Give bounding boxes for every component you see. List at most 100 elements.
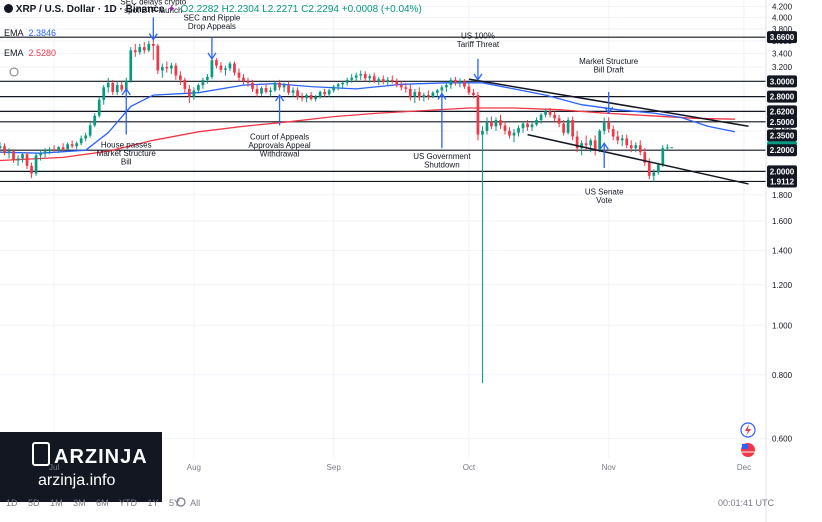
- candle-body[interactable]: [499, 120, 502, 126]
- candle-body[interactable]: [124, 80, 128, 90]
- candle-body[interactable]: [341, 82, 345, 85]
- candle-body[interactable]: [575, 136, 579, 149]
- candle-body[interactable]: [75, 143, 79, 147]
- candle-body[interactable]: [399, 85, 403, 88]
- candle-body[interactable]: [440, 87, 444, 91]
- candle-body[interactable]: [282, 85, 286, 88]
- candle-body[interactable]: [138, 47, 142, 53]
- ema-long-line[interactable]: [0, 107, 735, 162]
- candle-body[interactable]: [179, 75, 182, 80]
- candle-body[interactable]: [165, 67, 169, 69]
- candle-body[interactable]: [521, 123, 525, 129]
- candle-body[interactable]: [377, 79, 381, 82]
- candle-body[interactable]: [156, 45, 160, 71]
- candle-body[interactable]: [291, 90, 295, 93]
- candle-body[interactable]: [57, 147, 60, 151]
- candle-body[interactable]: [611, 129, 615, 137]
- candle-body[interactable]: [12, 151, 15, 161]
- candle-body[interactable]: [413, 91, 417, 97]
- candle-body[interactable]: [183, 79, 187, 89]
- candle-body[interactable]: [215, 60, 218, 66]
- candle-body[interactable]: [593, 140, 597, 151]
- candle-body[interactable]: [656, 164, 660, 173]
- candle-body[interactable]: [625, 138, 629, 146]
- candle-body[interactable]: [151, 43, 155, 46]
- candle-body[interactable]: [278, 82, 281, 88]
- level-price-label[interactable]: [767, 175, 797, 188]
- candle-body[interactable]: [336, 84, 340, 87]
- candle-body[interactable]: [219, 65, 223, 70]
- candle-body[interactable]: [327, 90, 331, 95]
- candle-body[interactable]: [472, 92, 475, 96]
- timeframe-6m[interactable]: 6M: [96, 498, 109, 508]
- candle-body[interactable]: [408, 88, 412, 97]
- candle-body[interactable]: [386, 79, 390, 83]
- candle-body[interactable]: [395, 81, 399, 86]
- level-price-label[interactable]: [767, 105, 797, 118]
- candle-body[interactable]: [494, 120, 498, 127]
- candle-body[interactable]: [39, 153, 42, 156]
- timeframe-5y[interactable]: 5Y: [169, 498, 181, 508]
- trend-channel-line[interactable]: [527, 133, 749, 185]
- candle-body[interactable]: [21, 154, 24, 159]
- timeframe-all[interactable]: All: [190, 498, 201, 508]
- candle-body[interactable]: [296, 90, 299, 97]
- candle-body[interactable]: [530, 124, 534, 128]
- candle-body[interactable]: [260, 88, 263, 94]
- candle-body[interactable]: [548, 111, 552, 115]
- candle-body[interactable]: [359, 74, 363, 76]
- candle-body[interactable]: [309, 95, 313, 100]
- candle-body[interactable]: [598, 130, 602, 151]
- candle-body[interactable]: [25, 154, 29, 166]
- candle-body[interactable]: [557, 118, 561, 124]
- candle-body[interactable]: [30, 165, 33, 174]
- level-price-label[interactable]: [767, 129, 797, 142]
- candle-body[interactable]: [553, 114, 556, 119]
- candle-body[interactable]: [584, 143, 588, 146]
- candle-body[interactable]: [508, 130, 511, 136]
- candle-body[interactable]: [602, 121, 606, 131]
- candle-body[interactable]: [300, 96, 304, 99]
- candle-body[interactable]: [237, 72, 241, 78]
- candle-body[interactable]: [381, 79, 385, 83]
- candle-body[interactable]: [269, 90, 272, 92]
- candle-body[interactable]: [665, 147, 669, 149]
- candle-body[interactable]: [562, 123, 565, 133]
- candle-body[interactable]: [571, 120, 574, 137]
- candle-body[interactable]: [3, 146, 6, 154]
- settings-gear-icon[interactable]: [176, 497, 186, 507]
- candle-body[interactable]: [61, 147, 65, 150]
- candle-body[interactable]: [544, 111, 547, 115]
- candle-body[interactable]: [417, 91, 421, 98]
- candle-body[interactable]: [445, 85, 448, 88]
- timeframe-1m[interactable]: 1M: [50, 498, 63, 508]
- candle-body[interactable]: [52, 149, 56, 151]
- candle-body[interactable]: [503, 125, 507, 131]
- candle-body[interactable]: [449, 79, 453, 86]
- candle-body[interactable]: [535, 120, 538, 125]
- candle-body[interactable]: [273, 82, 277, 91]
- candle-body[interactable]: [485, 121, 489, 131]
- candle-body[interactable]: [120, 85, 124, 90]
- candle-body[interactable]: [102, 87, 106, 100]
- candle-body[interactable]: [463, 81, 466, 87]
- level-price-label[interactable]: [767, 144, 797, 157]
- candle-body[interactable]: [197, 85, 200, 91]
- candle-body[interactable]: [467, 86, 471, 93]
- candle-body[interactable]: [0, 146, 2, 149]
- candle-body[interactable]: [224, 68, 227, 70]
- candle-body[interactable]: [147, 43, 151, 51]
- timeframe-ytd[interactable]: YTD: [118, 498, 137, 508]
- candle-body[interactable]: [79, 138, 83, 144]
- level-price-label[interactable]: [767, 75, 797, 88]
- candle-body[interactable]: [426, 95, 430, 97]
- candle-body[interactable]: [70, 144, 74, 147]
- candle-body[interactable]: [287, 85, 290, 93]
- candle-body[interactable]: [228, 63, 232, 69]
- candle-body[interactable]: [620, 138, 624, 141]
- candle-body[interactable]: [390, 79, 394, 82]
- candle-body[interactable]: [142, 47, 146, 51]
- candle-body[interactable]: [512, 132, 516, 136]
- candle-body[interactable]: [16, 158, 20, 161]
- candle-body[interactable]: [580, 143, 583, 149]
